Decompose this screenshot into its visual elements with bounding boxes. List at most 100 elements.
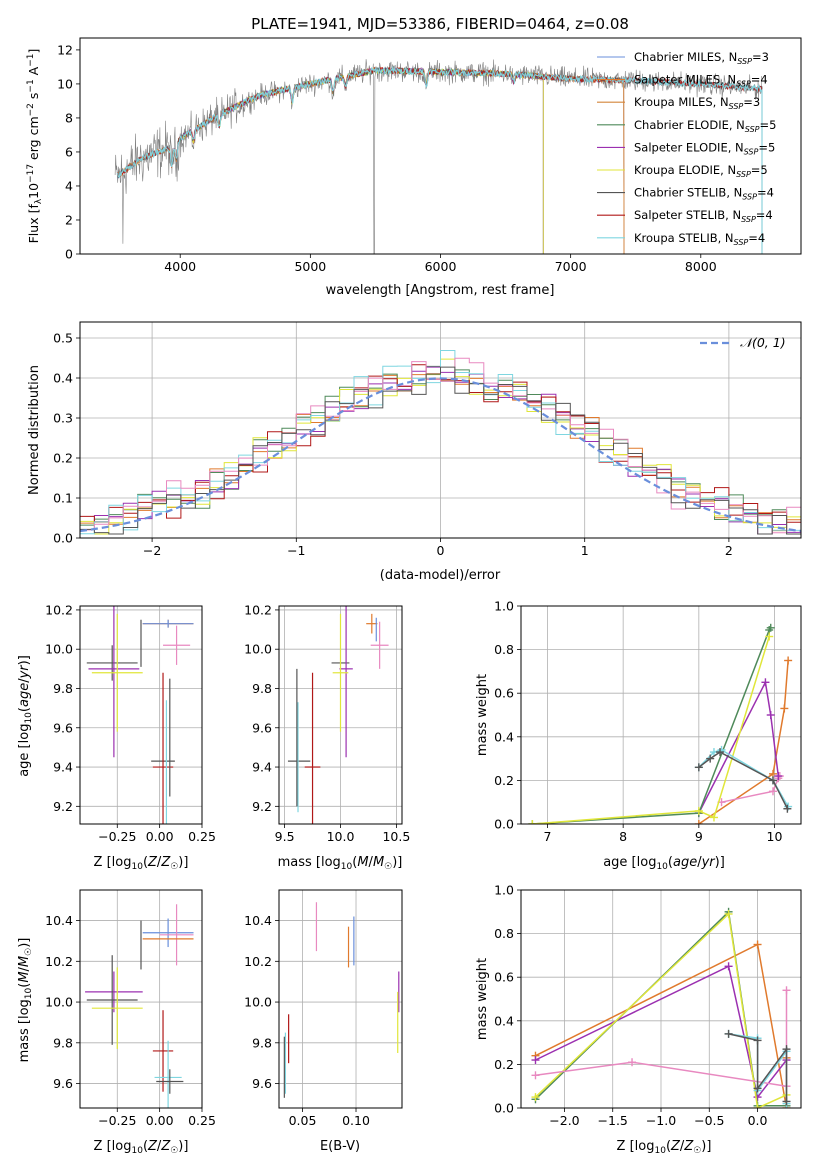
weight-marker — [531, 1056, 540, 1065]
data-layer — [86, 606, 194, 824]
y-tick-label: 0.6 — [494, 686, 514, 701]
histogram-8 — [80, 366, 801, 538]
spectrum-panel: PLATE=1941, MJD=53386, FIBERID=0464, z=0… — [26, 15, 802, 298]
x-tick-label: 2 — [725, 543, 733, 558]
weight-marker — [628, 1058, 637, 1067]
weight-line — [532, 636, 770, 824]
y-tick-label: 9.6 — [252, 1076, 272, 1091]
y-tick-label: 0.5 — [53, 331, 73, 346]
residual-xlabel: (data-model)/error — [380, 568, 501, 583]
x-tick-label: −0.25 — [98, 829, 136, 844]
y-tick-label: 9.8 — [53, 1035, 73, 1050]
legend-label: Salpeter MILES, NSSP=4 — [634, 73, 768, 89]
x-tick-label: −1 — [287, 543, 305, 558]
weight-series-7 — [694, 748, 792, 813]
legend-label: Chabrier ELODIE, NSSP=5 — [634, 118, 776, 134]
residual-plot-area: −2 −1 0 1 2 0.0 0.1 0.2 0.3 0.4 0.5 𝒩(0, 1) — [53, 321, 802, 558]
weight-series-4 — [531, 909, 791, 1108]
age-vs-z-panel: −0.25 0.00 0.25 9.2 9.4 9.6 9.8 10.0 10.2 Z [log… — [17, 602, 216, 872]
age-vs-z-xlabel: Z [log10(Z/Z☉)] — [94, 855, 189, 872]
weight-series-5 — [531, 986, 791, 1091]
y-tick-label: 12 — [57, 42, 73, 57]
weight-marker — [753, 940, 762, 949]
massweight-vs-z-ylabel: mass weight — [475, 958, 490, 1040]
x-tick-label: 10.5 — [382, 829, 410, 844]
spectrum-legend: Chabrier MILES, NSSP=3 Salpeter MILES, NS… — [597, 50, 776, 247]
legend-label: 𝒩(0, 1) — [740, 335, 786, 350]
x-tick-label: 0.05 — [289, 1113, 317, 1128]
weight-marker — [724, 909, 733, 918]
weight-marker — [531, 1093, 540, 1102]
residual-ylabel: Normed distribution — [27, 365, 42, 495]
y-tick-label: 0.2 — [494, 773, 514, 788]
x-tick-label: 0.10 — [342, 1113, 370, 1128]
age-vs-z-ylabel: age [log10(age/yr)] — [17, 655, 34, 777]
y-tick-label: 0.2 — [494, 1057, 514, 1072]
data-layer — [287, 606, 389, 824]
legend-label: Kroupa STELIB, NSSP=4 — [634, 231, 765, 247]
weight-line — [532, 627, 772, 824]
error-bar-point-7 — [91, 613, 143, 732]
weight-marker — [724, 1029, 733, 1038]
weight-line — [534, 912, 787, 1108]
error-bar-point-2 — [142, 619, 194, 628]
error-bar-point-8 — [304, 672, 321, 824]
mass-vs-ebv-plot-area: 0.05 0.10 9.6 9.8 10.0 10.2 10.4 — [244, 889, 403, 1128]
axes-frame — [79, 889, 203, 1109]
y-tick-label: 0.4 — [494, 1013, 514, 1028]
y-tick-label: 4 — [65, 178, 73, 193]
y-tick-label: 0.0 — [53, 531, 73, 546]
data-layer — [528, 623, 793, 824]
massweight-vs-age-panel: 7 8 9 10 0.0 0.2 0.4 0.6 0.8 1.0 age [log10(age/y… — [475, 599, 802, 872]
legend-label: Chabrier MILES, NSSP=3 — [634, 50, 769, 66]
error-bar-point-7 — [91, 967, 143, 1049]
weight-series-7 — [724, 1029, 791, 1106]
weight-marker — [769, 776, 777, 785]
weight-line — [698, 679, 780, 814]
error-bar-point-6 — [88, 606, 140, 758]
error-bar-point-9 — [154, 1040, 182, 1108]
age-vs-mass-plot-area: 9.5 10.0 10.5 9.2 9.4 9.6 9.8 10.0 10.2 — [244, 602, 410, 844]
weight-marker — [528, 820, 537, 824]
y-tick-label: 1.0 — [494, 883, 514, 898]
y-tick-label: 8 — [65, 110, 73, 125]
x-tick-label: −0.25 — [98, 1113, 136, 1128]
x-tick-label: −1.0 — [646, 1113, 676, 1128]
weight-marker — [766, 711, 775, 719]
weight-marker — [780, 704, 789, 713]
axes-frame — [520, 605, 802, 825]
x-tick-label: 7 — [544, 829, 552, 844]
y-tick-label: 9.8 — [53, 681, 73, 696]
data-layer — [85, 904, 194, 1108]
residual-panel: −2 −1 0 1 2 0.0 0.1 0.2 0.3 0.4 0.5 𝒩(0, 1) (data-m… — [27, 321, 802, 583]
error-bar-point-8 — [152, 1010, 174, 1092]
y-tick-label: 2 — [65, 212, 73, 227]
weight-marker — [761, 678, 770, 687]
model-line-9 — [117, 65, 763, 254]
histogram-7 — [80, 357, 801, 538]
massweight-vs-z-xlabel: Z [log10(Z/Z☉)] — [617, 1139, 712, 1156]
data-layer — [531, 907, 791, 1108]
axes-frame — [79, 605, 203, 825]
y-tick-label: 6 — [65, 144, 73, 159]
error-bar-point-3 — [370, 621, 389, 669]
weight-marker — [774, 772, 783, 781]
y-tick-label: 10.0 — [244, 995, 272, 1010]
error-bar-point-1 — [142, 918, 194, 948]
weight-line — [535, 965, 788, 1099]
error-bar-point-5 — [86, 645, 138, 681]
weight-line — [535, 990, 788, 1088]
error-bar-point-2 — [159, 904, 194, 966]
mass-vs-ebv-panel: 0.05 0.10 9.6 9.8 10.0 10.2 10.4 E(B-V) — [244, 889, 403, 1154]
x-tick-label: 9 — [695, 829, 703, 844]
x-tick-label: −0.5 — [694, 1113, 724, 1128]
age-vs-mass-panel: 9.5 10.0 10.5 9.2 9.4 9.6 9.8 10.0 10.2 mass [lo… — [244, 602, 410, 872]
x-tick-label: 0.25 — [188, 1113, 216, 1128]
mass-vs-z-ylabel: mass [log10(M/M☉)] — [17, 938, 34, 1063]
error-bar-point-5 — [339, 606, 353, 758]
x-tick-label: 7000 — [555, 259, 587, 274]
weight-marker — [783, 804, 792, 813]
y-tick-label: 10.2 — [244, 602, 272, 617]
x-tick-label: −1.5 — [598, 1113, 628, 1128]
x-tick-label: 10 — [767, 829, 783, 844]
